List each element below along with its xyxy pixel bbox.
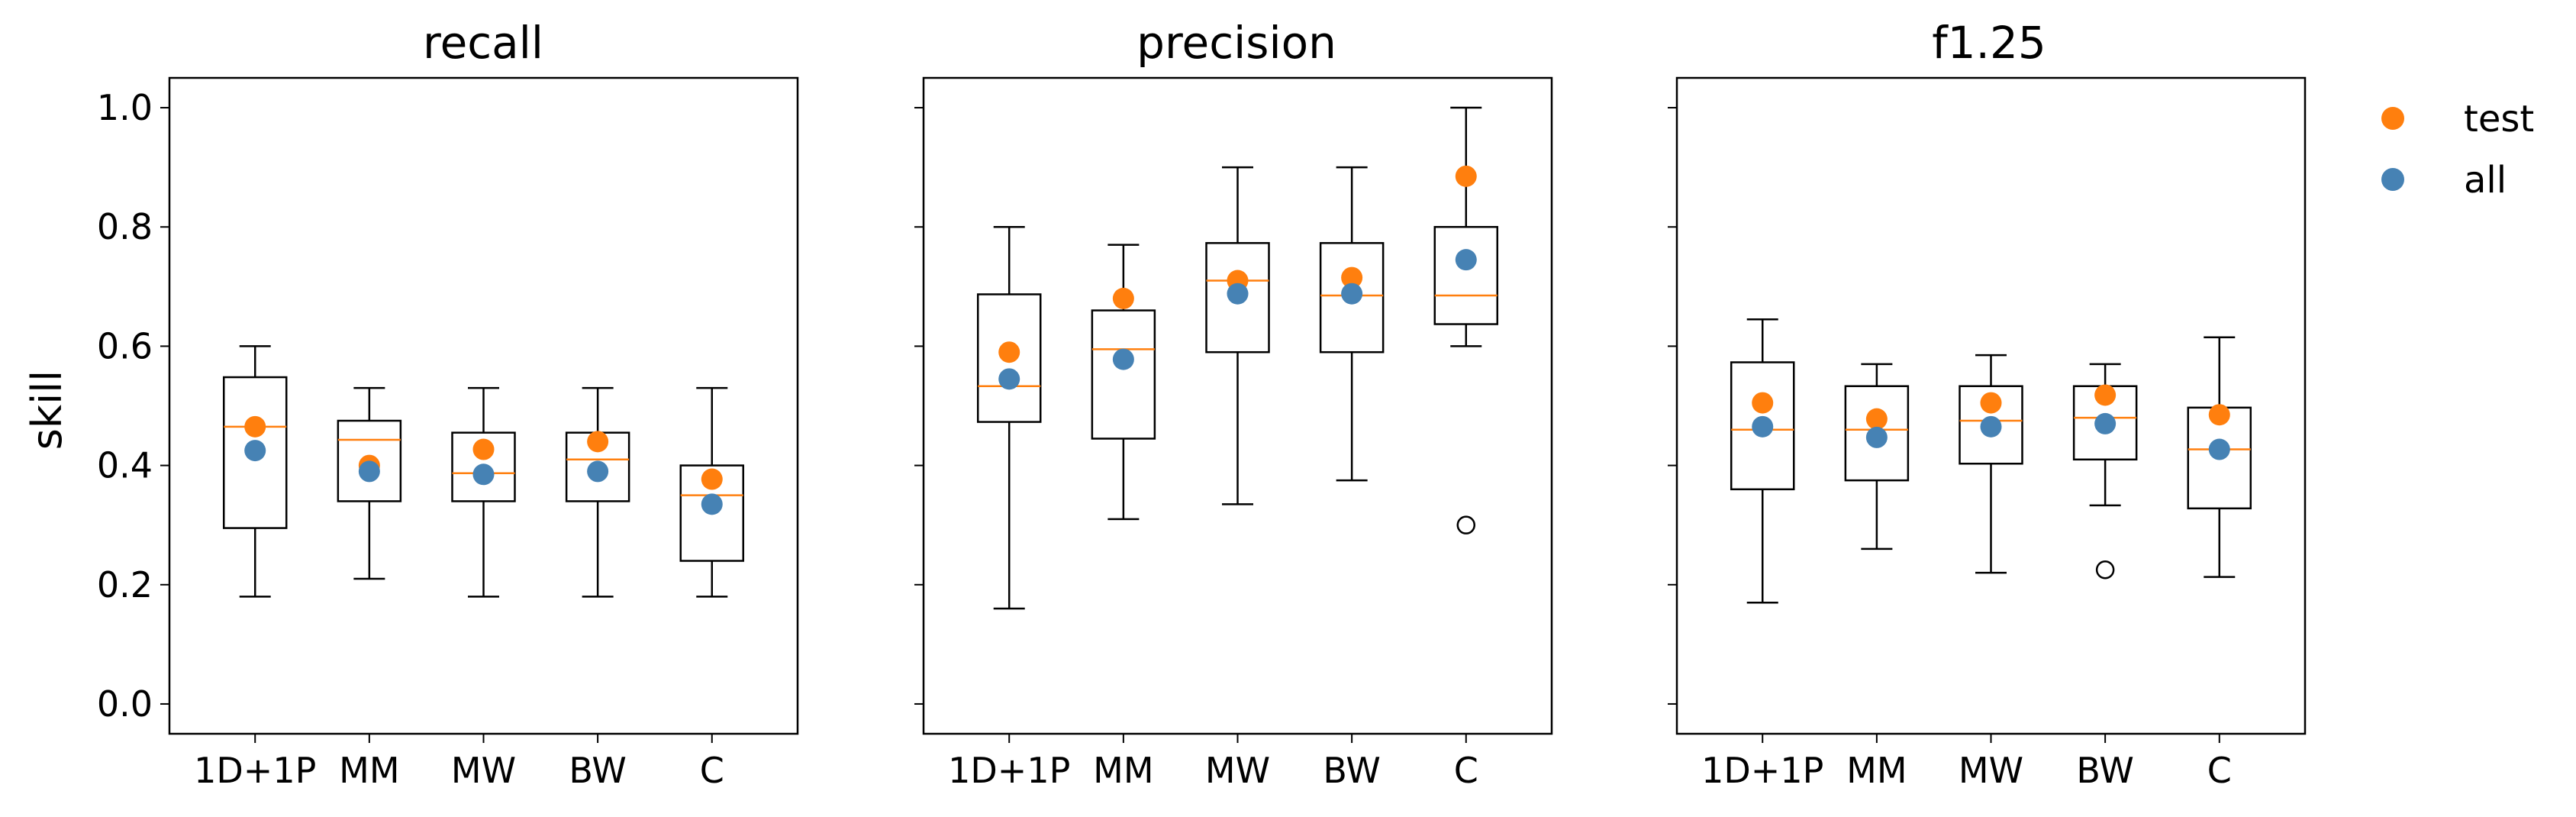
- y-tick-label: 0.6: [97, 325, 153, 367]
- legend-marker-all: [2381, 168, 2404, 191]
- y-tick-label: 0.8: [97, 206, 153, 247]
- x-tick-label: MM: [339, 750, 399, 791]
- test-point: [1752, 392, 1774, 414]
- legend-label-all: all: [2464, 159, 2507, 202]
- x-tick-label: BW: [1323, 750, 1380, 791]
- x-tick-label: BW: [2076, 750, 2133, 791]
- x-tick-label: C: [1454, 750, 1478, 791]
- box-MM: [1091, 244, 1156, 521]
- box-1D+1P: [976, 225, 1042, 610]
- test-point: [701, 468, 723, 490]
- panel-precision: precision 1D+1P MM MW BW C: [914, 17, 1553, 791]
- test-point: [472, 438, 495, 460]
- panel-f1-25: f1.25 1D+1P MM MW BW C: [1668, 17, 2307, 791]
- x-tick-label: MM: [1093, 750, 1153, 791]
- box-MW: [1205, 166, 1270, 505]
- legend-label-test: test: [2464, 98, 2534, 140]
- all-point: [2094, 412, 2117, 434]
- x-tick-label: MW: [1205, 750, 1270, 791]
- y-tick-label: 0.4: [97, 445, 153, 486]
- test-point: [1980, 392, 2002, 414]
- iqr-box: [1319, 242, 1385, 354]
- all-point: [1112, 348, 1134, 370]
- box-BW: [1319, 166, 1385, 482]
- test-point: [998, 341, 1020, 363]
- iqr-box: [1959, 385, 2023, 465]
- axes-precision: 1D+1P MM MW BW C: [914, 76, 1553, 791]
- panel-title-precision: precision: [1136, 17, 1336, 69]
- y-tick-label: 1.0: [97, 87, 153, 128]
- outlier-marker: [2095, 560, 2115, 580]
- box-MW: [451, 386, 516, 598]
- x-tick-label: 1D+1P: [948, 750, 1070, 791]
- iqr-box: [337, 419, 402, 502]
- y-tick-label: 0.2: [97, 564, 153, 605]
- all-point: [472, 463, 495, 486]
- all-point: [587, 460, 609, 483]
- iqr-box: [1433, 225, 1499, 325]
- x-tick-label: MW: [451, 750, 516, 791]
- legend: test all: [2381, 98, 2534, 202]
- x-tick-label: MW: [1959, 750, 2023, 791]
- iqr-box: [1844, 385, 1910, 482]
- all-point: [1455, 249, 1477, 271]
- all-point: [2208, 438, 2230, 460]
- iqr-box: [222, 376, 288, 529]
- all-point: [998, 368, 1020, 390]
- test-point: [2094, 384, 2117, 406]
- all-point: [1227, 283, 1249, 305]
- test-point: [2208, 404, 2230, 426]
- iqr-box: [976, 293, 1042, 423]
- box-MW: [1959, 354, 2023, 574]
- test-point: [1455, 165, 1477, 187]
- outlier-marker: [1456, 515, 1476, 534]
- x-tick-label: BW: [569, 750, 626, 791]
- x-tick-label: C: [2207, 750, 2232, 791]
- y-axis-label: skill: [23, 370, 71, 450]
- all-point: [1341, 283, 1363, 305]
- test-point: [244, 415, 266, 438]
- axes-f1-25: 1D+1P MM MW BW C: [1668, 76, 2307, 791]
- y-tick-label: 0.0: [97, 683, 153, 725]
- box-MM: [1844, 363, 1910, 551]
- x-tick-label: MM: [1846, 750, 1907, 791]
- panel-recall: recall skill 0.0 0.2 0.4 0.6 0.8 1.0 1D+1P MM MW…: [23, 17, 799, 791]
- test-point: [587, 431, 609, 453]
- legend-marker-test: [2381, 107, 2404, 130]
- x-tick-label: 1D+1P: [194, 750, 316, 791]
- all-point: [701, 493, 723, 515]
- box-C: [679, 386, 745, 598]
- all-point: [244, 440, 266, 462]
- axes-recall: 0.0 0.2 0.4 0.6 0.8 1.0 1D+1P MM MW BW C: [97, 76, 799, 791]
- test-point: [1865, 408, 1888, 430]
- iqr-box: [1205, 242, 1270, 354]
- all-point: [1752, 415, 1774, 438]
- panel-title-f1-25: f1.25: [1932, 17, 2046, 69]
- x-tick-label: 1D+1P: [1701, 750, 1823, 791]
- box-1D+1P: [1730, 318, 1795, 604]
- test-point: [1341, 266, 1363, 289]
- all-point: [1980, 415, 2002, 438]
- box-BW: [565, 386, 630, 598]
- iqr-box: [1091, 309, 1156, 440]
- iqr-box: [1730, 361, 1795, 491]
- panel-title-recall: recall: [423, 17, 543, 69]
- all-point: [1865, 426, 1888, 448]
- iqr-box: [451, 431, 516, 502]
- box-1D+1P: [222, 345, 288, 598]
- iqr-box: [679, 464, 745, 562]
- test-point: [1112, 287, 1134, 309]
- box-MM: [337, 386, 402, 580]
- x-tick-label: C: [700, 750, 724, 791]
- all-point: [358, 460, 380, 483]
